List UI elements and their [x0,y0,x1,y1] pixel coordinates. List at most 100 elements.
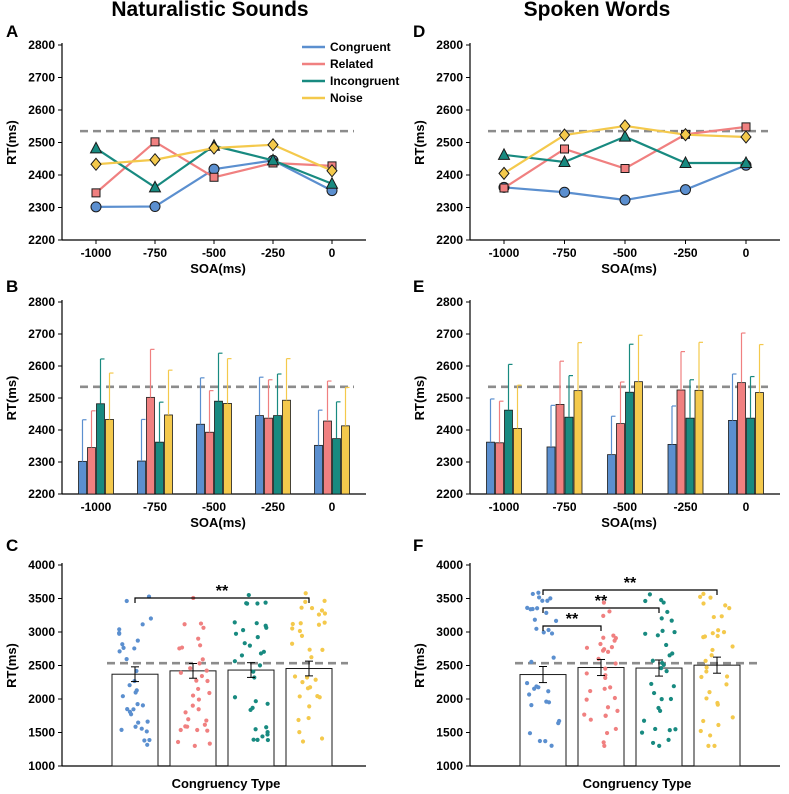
participant-dot-related [205,728,210,733]
participant-dot-incongruent [664,642,669,648]
point-noise [90,157,102,172]
participant-dot-related [178,670,184,675]
y-tick-label: 3000 [28,625,55,639]
bar-incongruent [332,438,341,495]
participant-dot-noise [716,722,721,728]
significance-bracket [542,607,660,613]
participant-dot-noise [708,595,713,600]
participant-dot-incongruent [255,737,260,742]
participant-dot-noise [698,728,703,734]
participant-dot-noise [710,647,715,653]
participant-dot-incongruent [246,592,251,598]
participant-dot-incongruent [260,734,265,739]
y-axis-label: RT(ms) [412,376,427,421]
participant-dot-noise [322,598,327,603]
x-tick-label: -250 [261,500,285,514]
participant-dot-related [200,657,205,662]
x-tick-label: 0 [743,246,750,260]
participant-dot-congruent [544,699,549,704]
title-naturalistic-sounds: Naturalistic Sounds [111,0,308,21]
y-tick-label: 2500 [28,659,55,673]
significance-bracket [134,597,310,603]
participant-dot-related [205,678,210,684]
participant-dot-incongruent [650,658,655,663]
participant-dot-related [603,666,608,671]
participant-dot-incongruent [257,663,263,668]
legend-label-related: Related [330,57,373,71]
x-axis-label: SOA(ms) [601,515,657,530]
participant-dot-congruent [527,692,532,697]
participant-dot-congruent [147,737,152,743]
participant-dot-incongruent [643,631,648,636]
participant-dot-congruent [524,680,530,686]
participant-dot-incongruent [265,732,270,737]
participant-dot-related [196,697,201,702]
participant-dot-related [199,673,205,679]
participant-dot-noise [711,614,716,620]
participant-dot-congruent [536,595,542,600]
participant-dot-congruent [530,591,535,597]
participant-dot-noise [304,675,310,680]
x-axis-label: Congruency Type [172,776,281,791]
participant-dot-incongruent [650,740,656,746]
y-tick-label: 2800 [436,295,463,309]
participant-dot-related [601,600,606,605]
x-tick-label: 0 [743,500,750,514]
participant-dot-related [201,625,206,630]
participant-dot-noise [298,621,303,626]
participant-dot-incongruent [649,681,654,687]
point-related [91,188,101,198]
significance-label: ** [216,583,229,600]
participant-dot-noise [306,715,311,721]
bar-noise [755,392,764,495]
participant-dot-incongruent [263,600,268,605]
participant-dot-incongruent [657,743,662,749]
panel-letter: F [413,536,423,555]
participant-dot-incongruent [665,609,670,615]
participant-dot-related [584,697,589,702]
participant-dot-related [584,671,589,676]
y-tick-label: 2400 [436,423,463,437]
y-tick-label: 2500 [436,659,463,673]
participant-dot-incongruent [258,651,264,656]
participant-dot-related [596,656,601,661]
participant-dot-congruent [546,689,551,694]
participant-dot-related [196,686,201,692]
participant-dot-congruent [124,598,129,604]
bar-incongruent [564,416,574,495]
participant-dot-congruent [139,726,144,731]
participant-dot-noise [322,611,328,616]
participant-dot-congruent [125,707,130,712]
participant-dot-noise [319,736,325,741]
x-tick-label: -500 [202,500,226,514]
panel-a: 2200 2300 2400 2500 2600 2700 2800 RT(ms) -1000 -… [4,38,399,276]
x-tick-label: -500 [613,500,637,514]
bar-related [577,667,625,767]
participant-dot-related [194,678,199,683]
participant-dot-noise [699,674,704,680]
y-tick-label: 2000 [28,692,55,706]
participant-dot-noise [290,641,295,646]
participant-dot-noise [704,696,709,701]
participant-dot-related [588,717,593,722]
y-tick-label: 2200 [436,487,463,501]
participant-dot-related [196,636,201,641]
participant-dot-congruent [135,702,140,707]
participant-dot-incongruent [253,727,258,732]
bar-congruent [546,446,556,495]
participant-dot-related [207,690,212,696]
y-tick-label: 2700 [436,71,463,85]
participant-dot-congruent [135,638,140,643]
bar-congruent [728,419,737,495]
bar-incongruent [504,409,513,495]
participant-dot-related [611,633,616,638]
participant-dot-congruent [120,694,125,699]
participant-dot-noise [709,653,714,658]
participant-dot-incongruent [233,631,239,636]
bar-congruent [486,441,495,495]
point-incongruent [739,155,753,168]
y-tick-label: 4000 [436,558,463,572]
participant-dot-congruent [529,659,534,664]
participant-dot-related [196,707,201,712]
point-congruent [619,194,631,206]
